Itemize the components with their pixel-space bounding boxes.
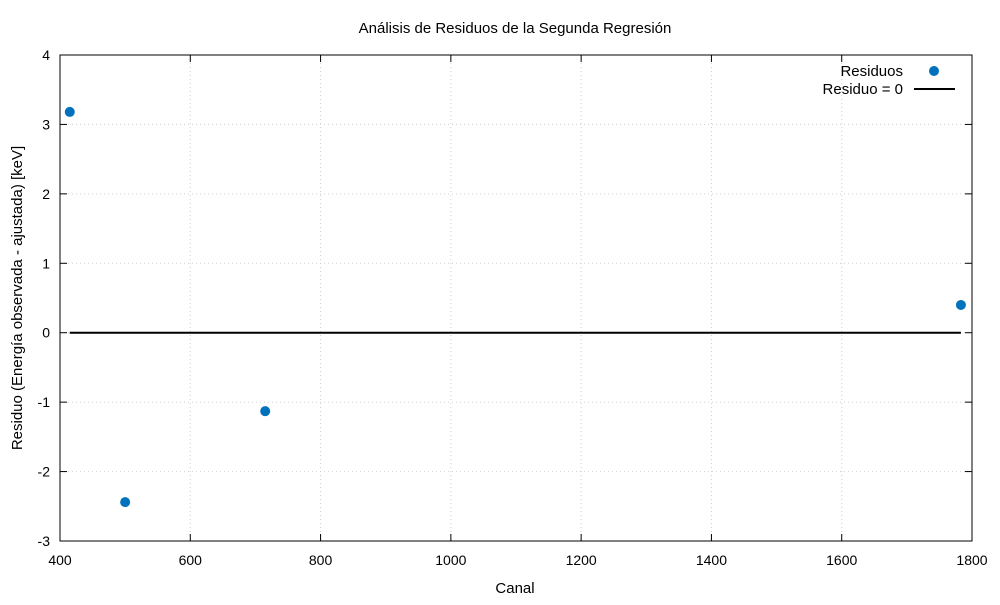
- x-tick-label: 1600: [826, 552, 857, 568]
- residual-point: [260, 406, 271, 417]
- y-tick-label: -1: [38, 394, 51, 410]
- residual-point: [64, 106, 75, 117]
- residual-point: [955, 299, 966, 310]
- x-tick-label: 1200: [566, 552, 597, 568]
- chart-title: Análisis de Residuos de la Segunda Regre…: [359, 20, 672, 37]
- y-tick-label: 1: [42, 255, 50, 271]
- y-axis-label: Residuo (Energía observada - ajustada) […: [9, 146, 26, 450]
- y-tick-label: 2: [42, 186, 50, 202]
- axis-ticks: 400 600 800 1000 1200 1400 1600 1800 -3 -2 -1 0 1 2 3 4: [38, 47, 988, 568]
- y-tick-label: -3: [38, 533, 51, 549]
- legend-label: Residuo = 0: [823, 81, 903, 98]
- y-tick-label: 4: [42, 47, 50, 63]
- y-tick-label: 3: [42, 116, 50, 132]
- x-tick-label: 1800: [956, 552, 987, 568]
- y-tick-label: -2: [38, 464, 51, 480]
- x-tick-label: 800: [309, 552, 333, 568]
- y-tick-label: 0: [42, 325, 50, 341]
- x-tick-label: 1400: [696, 552, 727, 568]
- plot-area: [64, 106, 966, 508]
- x-tick-label: 600: [179, 552, 203, 568]
- plot-frame: [59, 54, 973, 542]
- legend-label: Residuos: [840, 63, 903, 80]
- x-axis-label: Canal: [495, 580, 534, 597]
- residual-point: [120, 497, 131, 508]
- x-tick-label: 1000: [435, 552, 466, 568]
- x-tick-label: 400: [48, 552, 72, 568]
- legend-point-symbol: [929, 66, 939, 76]
